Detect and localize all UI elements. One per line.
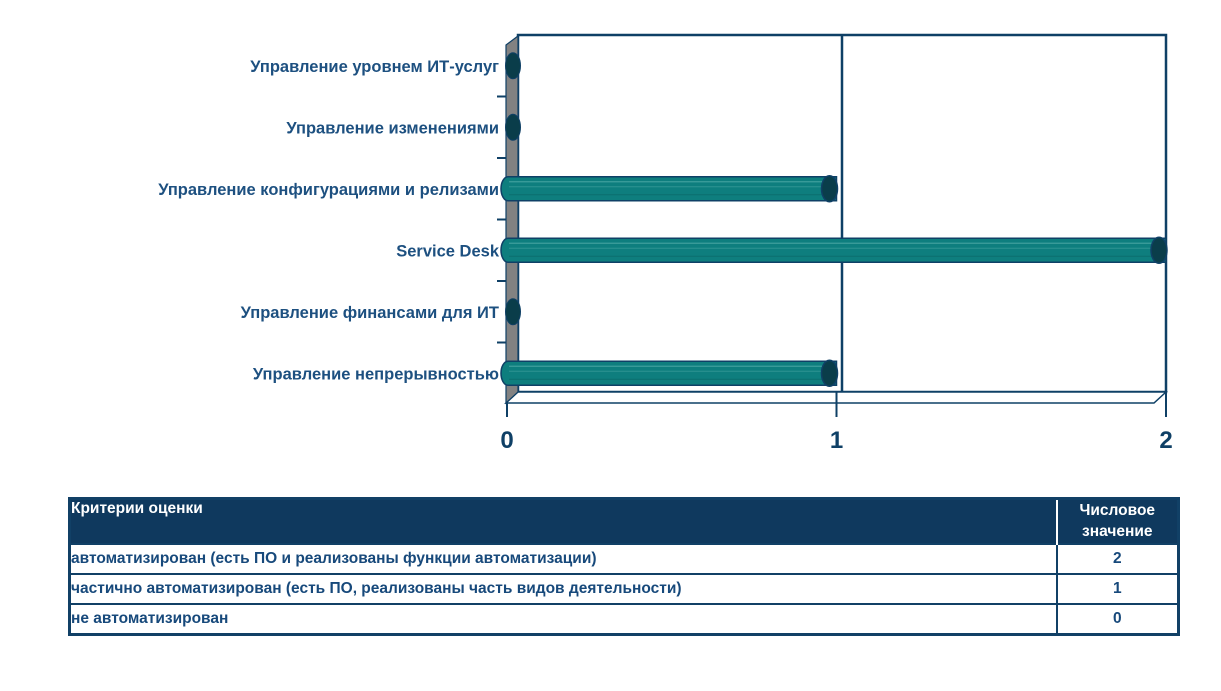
criteria-cell: автоматизирован (есть ПО и реализованы ф… <box>68 543 1058 575</box>
criteria-row: частично автоматизирован (есть ПО, реали… <box>68 573 1180 605</box>
x-axis-tick-label: 0 <box>500 427 513 454</box>
automation-level-bar-chart: 0 1 2 Управление уровнем ИТ-услуг Управление… <box>158 33 1173 454</box>
value-cell: 0 <box>1055 603 1180 636</box>
zero-value-marker <box>505 52 521 80</box>
zero-value-marker <box>505 113 521 141</box>
category-label: Управление изменениями <box>286 119 499 137</box>
criteria-cell: частично автоматизирован (есть ПО, реали… <box>68 573 1058 605</box>
bar-end-cap <box>1150 236 1168 264</box>
value-cell: 2 <box>1055 543 1180 575</box>
x-axis-tick-label: 1 <box>830 427 843 454</box>
criteria-table-container: Критерии оценки Числовое значение автома… <box>68 497 1180 636</box>
value-cell: 1 <box>1055 573 1180 605</box>
bar-end-cap <box>820 175 839 203</box>
bar <box>500 237 1167 263</box>
criteria-row: автоматизирован (есть ПО и реализованы ф… <box>68 543 1180 575</box>
criteria-table-header-row: Критерии оценки Числовое значение <box>69 498 1179 544</box>
category-label: Управление конфигурациями и релизами <box>158 181 499 199</box>
x-axis-tick-label: 2 <box>1159 427 1172 454</box>
category-label: Управление финансами для ИТ <box>241 304 499 322</box>
bar-end-cap <box>820 359 839 387</box>
axis-wall-3d <box>505 34 519 405</box>
category-label: Service Desk <box>396 242 500 260</box>
criteria-cell: не автоматизирован <box>68 603 1058 636</box>
zero-value-marker <box>505 298 521 326</box>
category-label: Управление уровнем ИТ-услуг <box>250 58 499 76</box>
bar <box>500 176 838 202</box>
criteria-column-header: Критерии оценки <box>69 498 1057 544</box>
criteria-row: не автоматизирован 0 <box>68 603 1180 636</box>
bar <box>500 360 838 386</box>
criteria-table: Критерии оценки Числовое значение автома… <box>68 497 1180 636</box>
value-column-header: Числовое значение <box>1055 498 1179 544</box>
category-label: Управление непрерывностью <box>253 365 499 383</box>
